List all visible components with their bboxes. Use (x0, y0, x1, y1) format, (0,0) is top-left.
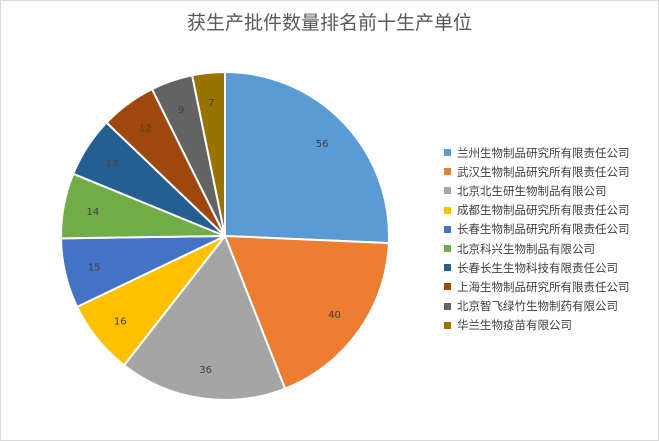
pie-slice (122, 234, 287, 401)
legend-swatch (444, 302, 451, 310)
slice-value-label: 36 (199, 365, 212, 376)
legend-item: 北京北生研生物制品有限公司 (444, 181, 656, 200)
legend-item: 北京智飞绿竹生物制药有限公司 (444, 297, 656, 316)
legend-label: 成都生物制品研究所有限责任公司 (457, 203, 630, 218)
slice-value-label: 9 (178, 105, 184, 116)
legend-label: 北京北生研生物制品有限公司 (457, 183, 607, 198)
legend-swatch (444, 264, 451, 272)
legend-label: 长春生物制品研究所有限责任公司 (457, 222, 630, 237)
slice-value-label: 14 (87, 207, 100, 218)
legend-label: 华兰生物疫苗有限公司 (457, 318, 572, 333)
pie-slice (223, 234, 390, 390)
legend-label: 上海生物制品研究所有限责任公司 (457, 279, 630, 294)
pie-slice (190, 70, 226, 237)
slice-value-label: 40 (328, 310, 341, 321)
legend-label: 兰州生物制品研究所有限责任公司 (457, 145, 630, 160)
legend-item: 武汉生物制品研究所有限责任公司 (444, 162, 656, 181)
legend-swatch (444, 321, 451, 329)
legend-item: 上海生物制品研究所有限责任公司 (444, 277, 656, 296)
legend-swatch (444, 149, 451, 157)
legend-item: 长春生物制品研究所有限责任公司 (444, 220, 656, 239)
legend-swatch (444, 168, 451, 176)
slice-value-label: 56 (316, 139, 329, 150)
legend-item: 华兰生物疫苗有限公司 (444, 316, 656, 335)
pie-slice (224, 70, 390, 245)
legend-item: 长春长生生物科技有限责任公司 (444, 258, 656, 277)
legend-label: 长春长生生物科技有限责任公司 (457, 260, 618, 275)
legend-label: 北京智飞绿竹生物制药有限公司 (457, 299, 618, 314)
chart-title: 获生产批件数量排名前十生产单位 (186, 12, 472, 34)
slice-value-label: 16 (114, 316, 127, 327)
legend-swatch (444, 225, 451, 233)
chart-legend: 兰州生物制品研究所有限责任公司 武汉生物制品研究所有限责任公司 北京北生研生物制品有… (444, 143, 656, 335)
legend-label: 北京科兴生物制品有限公司 (457, 241, 595, 256)
legend-swatch (444, 245, 451, 253)
slice-value-label: 15 (88, 263, 101, 274)
legend-label: 武汉生物制品研究所有限责任公司 (457, 164, 630, 179)
legend-item: 成都生物制品研究所有限责任公司 (444, 201, 656, 220)
legend-swatch (444, 206, 451, 214)
slice-value-label: 13 (106, 159, 119, 170)
legend-swatch (444, 283, 451, 291)
legend-item: 北京科兴生物制品有限公司 (444, 239, 656, 258)
slice-value-label: 12 (139, 124, 152, 135)
legend-swatch (444, 187, 451, 195)
legend-item: 兰州生物制品研究所有限责任公司 (444, 143, 656, 162)
slice-value-label: 7 (208, 98, 214, 109)
